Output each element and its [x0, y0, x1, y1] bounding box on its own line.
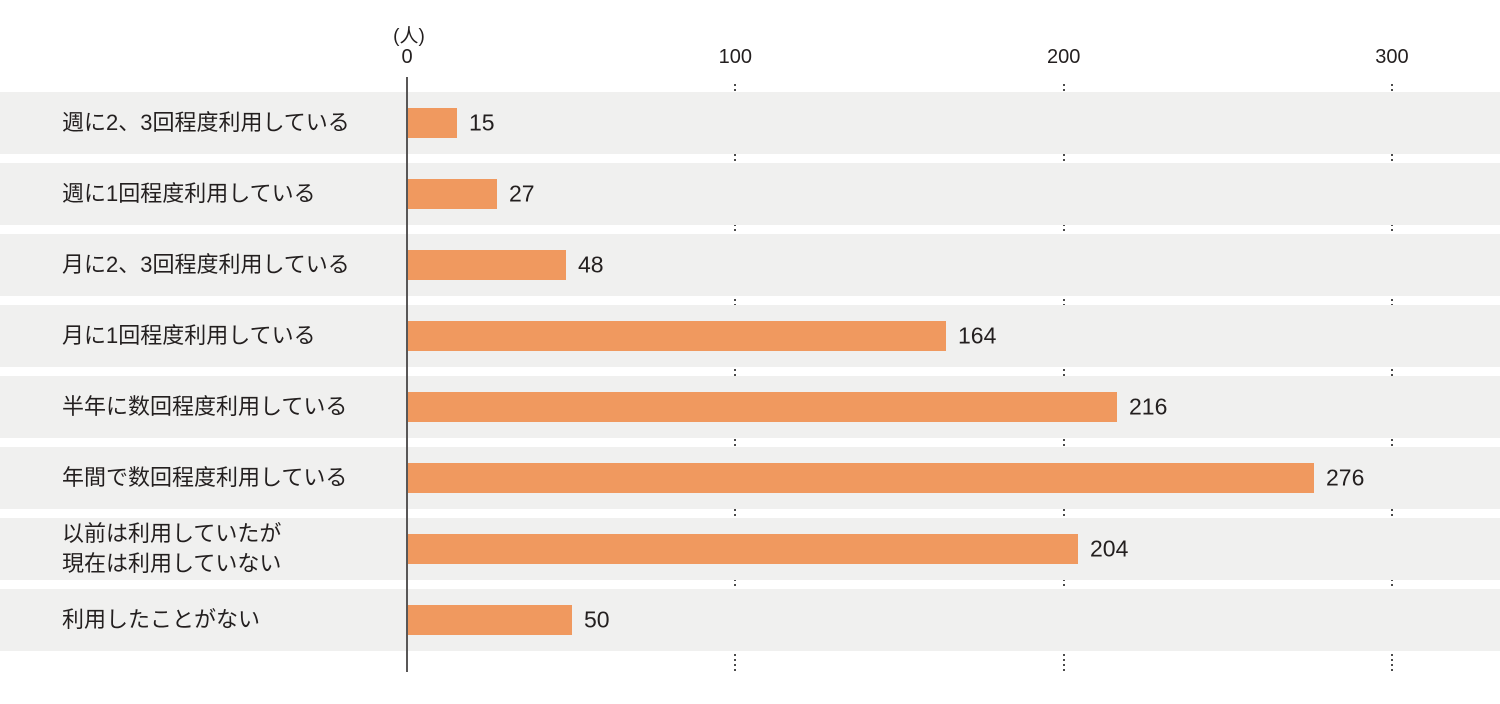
row-band: [0, 92, 1500, 154]
row-band: [0, 589, 1500, 651]
value-label: 204: [1090, 535, 1129, 562]
x-tick-label: 300: [1375, 46, 1409, 68]
row-band: [0, 234, 1500, 296]
bar: [408, 321, 946, 351]
category-label: 週に1回程度利用している: [62, 181, 316, 206]
bar: [408, 179, 497, 209]
bar: [408, 108, 457, 138]
category-label: 週に2、3回程度利用している: [62, 110, 350, 135]
category-label: 以前は利用していたが 現在は利用していない: [62, 521, 282, 576]
value-label: 50: [584, 606, 610, 633]
value-label: 15: [469, 109, 495, 136]
x-tick-label: 200: [1046, 46, 1081, 68]
category-label: 年間で数回程度利用している: [62, 465, 348, 490]
row-band: [0, 163, 1500, 225]
value-label: 164: [958, 322, 997, 349]
value-label: 27: [509, 180, 535, 207]
value-label: 216: [1129, 393, 1168, 420]
axis-unit-label: (人): [393, 26, 425, 47]
bar: [408, 250, 566, 280]
bar: [408, 534, 1078, 564]
bar: [408, 463, 1314, 493]
x-tick-label: 0: [401, 46, 413, 68]
bar: [408, 392, 1117, 422]
category-label: 月に1回程度利用している: [62, 323, 316, 348]
value-label: 276: [1326, 464, 1365, 491]
x-tick-label: 100: [718, 46, 753, 68]
category-label: 半年に数回程度利用している: [62, 394, 348, 419]
category-label: 利用したことがない: [62, 607, 261, 632]
value-label: 48: [578, 251, 604, 278]
category-label: 月に2、3回程度利用している: [62, 252, 350, 277]
bar: [408, 605, 572, 635]
y-axis-line: [406, 77, 408, 672]
